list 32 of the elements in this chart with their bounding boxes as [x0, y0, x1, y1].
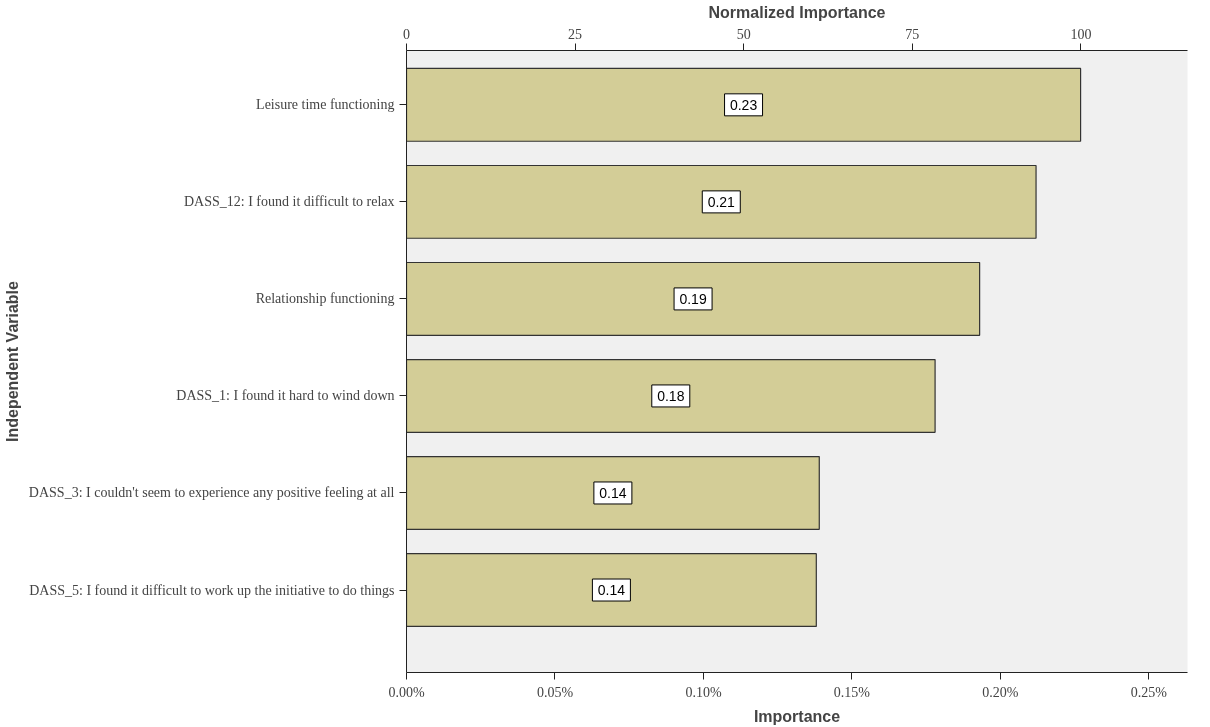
data-label: 0.14: [597, 582, 626, 599]
y-tick-label: Leisure time functioning: [256, 97, 395, 113]
y-axis-title: Independent Variable: [3, 280, 21, 442]
bar: [406, 456, 820, 530]
data-label: 0.14: [599, 484, 627, 501]
x-tick-label: 0.10%: [685, 684, 722, 700]
data-label: 0.19: [679, 290, 707, 307]
bar: [406, 261, 981, 336]
x-tick-label: 0.15%: [833, 684, 871, 700]
x2-tick-label: 75: [905, 26, 920, 42]
x2-tick-label: 100: [1070, 26, 1092, 42]
x-tick-label: 0.05%: [536, 684, 574, 700]
y-tick-label: Relationship functioning: [255, 291, 395, 307]
x-tick-label: 0.20%: [982, 684, 1019, 700]
bar: [406, 553, 817, 628]
data-label: 0.23: [729, 96, 758, 113]
y-tick-label: DASS_1: I found it hard to wind down: [176, 388, 395, 404]
bar: [406, 67, 1082, 142]
x-tick-label: 0.25%: [1130, 684, 1168, 700]
x2-tick-label: 50: [736, 26, 751, 42]
y-tick-label: DASS_12: I found it difficult to relax: [184, 194, 395, 210]
x2-tick-label: 25: [568, 26, 583, 42]
data-label: 0.21: [707, 193, 736, 210]
bar: [406, 358, 936, 433]
x-tick-label: 0.00%: [388, 684, 425, 700]
bar: [406, 164, 1037, 239]
data-label: 0.18: [657, 387, 685, 404]
x2-tick-label: 0: [403, 26, 410, 42]
y-tick-label: DASS_3: I couldn't seem to experience any positive feeling at all: [28, 485, 395, 501]
x2-axis-title: Normalized Importance: [708, 3, 886, 21]
y-tick-label: DASS_5: I found it difficult to work up the initiative to do things: [29, 582, 395, 598]
x-axis-title: Importance: [753, 707, 841, 725]
